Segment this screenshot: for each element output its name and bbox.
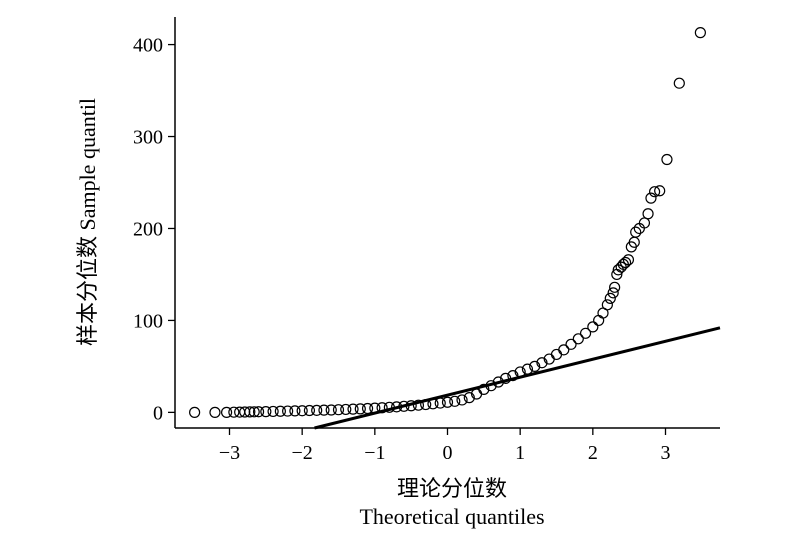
data-point <box>463 392 475 404</box>
x-tick-label: −2 <box>292 442 313 464</box>
data-point <box>303 404 316 417</box>
data-point <box>630 226 642 238</box>
x-tick-label: 3 <box>661 442 671 464</box>
data-point <box>661 153 673 166</box>
data-point <box>673 77 685 89</box>
data-point <box>412 399 425 411</box>
x-tick-label: −3 <box>219 442 240 464</box>
data-point <box>248 406 260 418</box>
data-point <box>296 405 308 417</box>
data-point <box>282 405 294 417</box>
data-point <box>593 314 605 327</box>
data-point <box>398 400 410 412</box>
data-point <box>579 327 592 339</box>
data-point <box>609 281 621 293</box>
data-point <box>391 401 403 413</box>
axes-layer <box>174 17 720 429</box>
data-point <box>209 406 221 418</box>
x-tick-label: −1 <box>364 442 385 464</box>
data-point <box>354 403 366 415</box>
data-point <box>325 404 337 416</box>
data-point <box>572 333 584 345</box>
data-point <box>529 360 541 372</box>
data-points-layer <box>189 27 706 418</box>
data-point <box>228 406 240 418</box>
data-point <box>369 402 381 414</box>
data-point <box>642 208 654 220</box>
data-point <box>492 376 504 388</box>
data-point <box>604 292 616 304</box>
data-point <box>507 369 519 382</box>
data-point <box>500 372 512 384</box>
y-tick-label: 0 <box>153 402 163 424</box>
data-point <box>311 404 323 416</box>
data-point <box>340 403 352 416</box>
data-point <box>189 406 201 418</box>
x-axis-title: 理论分位数 <box>397 476 507 501</box>
data-point <box>536 357 548 369</box>
x-tick-label: 0 <box>443 442 453 464</box>
data-point <box>220 406 233 418</box>
data-point <box>587 321 599 333</box>
data-point <box>654 185 666 197</box>
y-tick-label: 100 <box>133 310 163 332</box>
data-point <box>267 405 279 418</box>
data-point <box>420 398 432 411</box>
data-point <box>514 366 526 378</box>
x-ticks-layer: −3 −2 −1 0 1 2 3 <box>219 428 671 464</box>
data-point <box>648 186 661 198</box>
y-tick-label: 400 <box>133 35 163 57</box>
data-point <box>427 398 439 410</box>
data-point <box>550 348 563 361</box>
y-axis-title: 样本分位数 Sample quantil <box>75 98 100 346</box>
y-tick-label: 300 <box>133 127 163 149</box>
data-point <box>289 405 301 417</box>
data-point <box>441 396 454 408</box>
data-point <box>376 402 388 414</box>
data-point <box>619 256 632 269</box>
x-tick-label: 2 <box>588 442 598 464</box>
data-point <box>332 404 345 416</box>
data-point <box>456 394 468 406</box>
data-point <box>347 403 359 415</box>
x-axis-title-english: Theoretical quantiles <box>359 504 544 529</box>
data-point <box>565 338 577 350</box>
data-point <box>521 363 534 375</box>
data-point <box>449 395 461 407</box>
data-point <box>405 400 417 412</box>
data-point <box>434 397 446 409</box>
data-point <box>383 401 395 413</box>
data-point <box>645 192 657 204</box>
data-point <box>361 402 374 415</box>
data-point <box>318 404 330 416</box>
data-point <box>607 287 619 299</box>
x-tick-label: 1 <box>515 442 525 464</box>
data-point <box>478 383 490 395</box>
data-point <box>694 27 706 39</box>
data-point <box>260 406 272 418</box>
data-point <box>252 406 265 418</box>
y-tick-label: 200 <box>133 218 163 240</box>
data-point <box>485 380 497 392</box>
data-point <box>274 405 286 417</box>
data-point <box>558 344 570 356</box>
data-point <box>622 254 635 266</box>
data-point <box>601 299 613 311</box>
y-ticks-layer: 0 100 200 300 400 <box>133 35 175 424</box>
data-point <box>244 406 256 418</box>
